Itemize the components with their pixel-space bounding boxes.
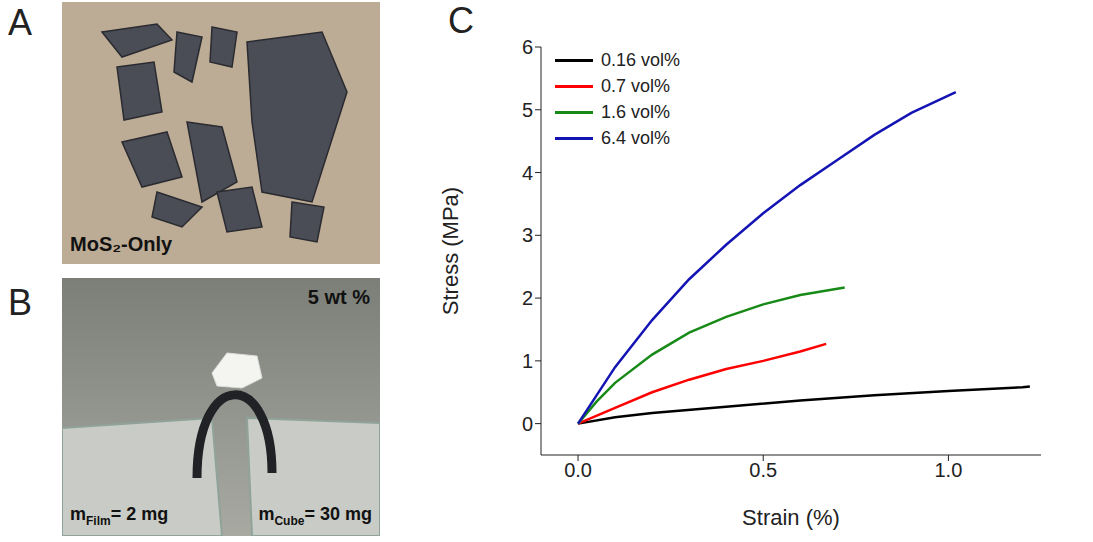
svg-text:6: 6	[522, 36, 533, 58]
svg-text:3: 3	[522, 224, 533, 246]
svg-text:1: 1	[522, 350, 533, 372]
svg-text:5: 5	[522, 99, 533, 121]
svg-text:1.0: 1.0	[935, 459, 963, 481]
svg-text:0.0: 0.0	[564, 459, 592, 481]
svg-text:4: 4	[522, 162, 533, 184]
html-text:5 wt %: 5 wt %	[307, 286, 370, 308]
html-text:A: A	[8, 2, 32, 43]
html-text:0.7 vol%: 0.7 vol%	[601, 75, 670, 96]
html-text:mFilm= 2 mg: mFilm= 2 mg	[70, 504, 169, 528]
html-text:0.16 vol%: 0.16 vol%	[601, 49, 681, 70]
svg-text:Strain (%): Strain (%)	[742, 505, 840, 530]
svg-text:Stress (MPa): Stress (MPa)	[438, 187, 463, 315]
html-text:C: C	[448, 0, 474, 41]
svg-text:2: 2	[522, 287, 533, 309]
svg-text:0.5: 0.5	[749, 459, 777, 481]
svg-text:0: 0	[522, 413, 533, 435]
html-text:B: B	[8, 282, 32, 323]
html-text:mCube= 30 mg: mCube= 30 mg	[258, 504, 372, 528]
html-text:6.4 vol%: 6.4 vol%	[601, 127, 670, 148]
html-text:MoS₂-Only: MoS₂-Only	[70, 233, 173, 255]
html-text:1.6 vol%: 1.6 vol%	[601, 101, 670, 122]
